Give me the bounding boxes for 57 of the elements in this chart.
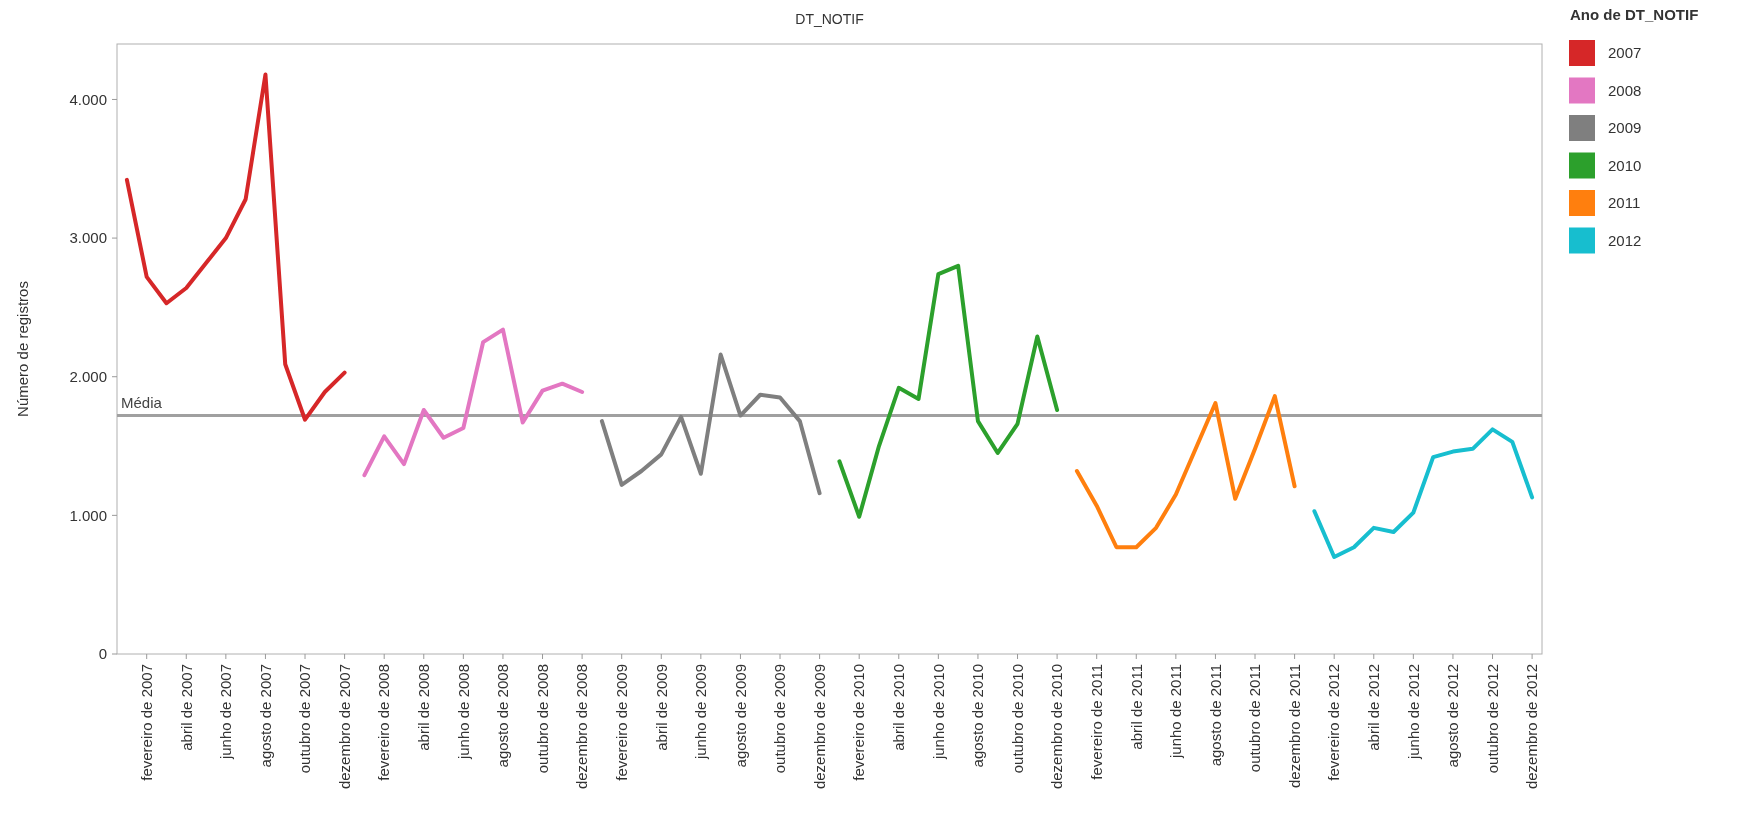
x-tick-label: junho de 2010	[929, 664, 947, 761]
x-tick-label: outubro de 2011	[1246, 664, 1264, 773]
line-series	[1312, 427, 1535, 559]
x-tick-label: junho de 2009	[692, 664, 710, 761]
x-tick-label: agosto de 2009	[731, 664, 749, 768]
x-tick-label: fevereiro de 2011	[1087, 664, 1105, 780]
x-tick-label: fevereiro de 2009	[612, 664, 630, 781]
x-tick-label: agosto de 2010	[969, 664, 987, 768]
x-tick-label: junho de 2007	[217, 664, 235, 761]
x-tick-label: outubro de 2008	[533, 664, 551, 774]
x-tick-label: abril de 2011	[1127, 664, 1145, 750]
x-tick-label: fevereiro de 2012	[1325, 664, 1343, 781]
ref-line-label: Média	[121, 393, 163, 411]
x-tick-label: junho de 2011	[1167, 664, 1185, 759]
x-tick-label: dezembro de 2007	[335, 664, 353, 790]
x-tick-label: abril de 2010	[890, 664, 908, 751]
y-tick-label: 4.000	[69, 90, 107, 108]
x-tick-label: dezembro de 2009	[810, 664, 828, 790]
y-tick-label: 2.000	[69, 367, 107, 385]
x-tick-label: outubro de 2012	[1483, 664, 1501, 774]
x-tick-label: agosto de 2011	[1206, 664, 1224, 767]
x-tick-label: agosto de 2012	[1444, 664, 1462, 768]
line-series	[362, 327, 585, 478]
legend-label: 2011	[1608, 194, 1641, 212]
x-tick-label: fevereiro de 2010	[850, 664, 868, 781]
legend-label: 2009	[1608, 119, 1642, 137]
x-tick-label: dezembro de 2010	[1048, 664, 1066, 790]
x-tick-label: agosto de 2007	[256, 664, 274, 768]
x-tick-label: abril de 2008	[415, 664, 433, 751]
x-tick-label: fevereiro de 2007	[137, 664, 155, 781]
y-tick-label: 0	[98, 645, 107, 663]
line-series	[1074, 394, 1297, 550]
x-tick-label: abril de 2009	[652, 664, 670, 751]
legend-label: 2010	[1608, 156, 1642, 174]
line-series	[837, 263, 1060, 519]
chart-title: DT_NOTIF	[795, 11, 864, 27]
x-tick-label: outubro de 2009	[771, 664, 789, 774]
y-tick-label: 1.000	[69, 506, 107, 524]
y-tick-label: 3.000	[69, 229, 107, 247]
legend-label: 2007	[1608, 44, 1642, 62]
x-tick-label: outubro de 2010	[1008, 664, 1026, 774]
x-tick-label: dezembro de 2008	[573, 664, 591, 790]
x-tick-label: dezembro de 2012	[1523, 664, 1541, 790]
line-series	[124, 72, 347, 422]
x-tick-label: dezembro de 2011	[1285, 664, 1303, 788]
x-tick-label: abril de 2012	[1365, 664, 1383, 751]
y-axis-title: Número de registros	[14, 281, 31, 417]
legend-label: 2008	[1608, 81, 1642, 99]
x-tick-label: agosto de 2008	[494, 664, 512, 768]
legend-title: Ano de DT_NOTIF	[1570, 6, 1699, 23]
x-tick-label: junho de 2008	[454, 664, 472, 761]
x-tick-label: fevereiro de 2008	[375, 664, 393, 781]
x-tick-label: junho de 2012	[1404, 664, 1422, 761]
line-series	[599, 352, 822, 496]
x-tick-label: outubro de 2007	[296, 664, 314, 774]
x-tick-label: abril de 2007	[177, 664, 195, 751]
legend-label: 2012	[1608, 231, 1642, 249]
